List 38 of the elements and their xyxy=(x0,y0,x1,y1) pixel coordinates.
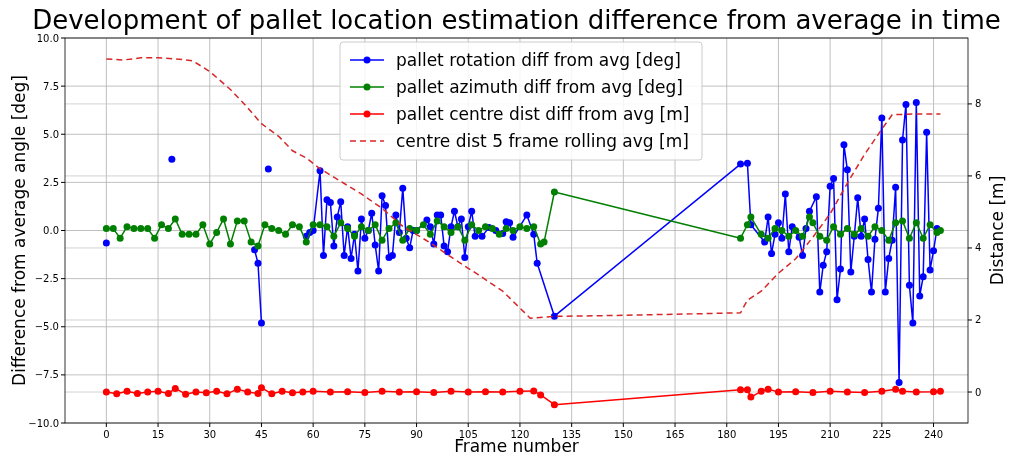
x-tick-label: 210 xyxy=(820,429,840,440)
y2-tick-label: 0 xyxy=(975,386,982,398)
x-tick-label: 15 xyxy=(151,429,165,440)
x-tick-label: 165 xyxy=(665,429,685,440)
x-tick-label: 195 xyxy=(768,429,788,440)
x-tick-label: 135 xyxy=(562,429,582,440)
y-tick-label: 0.0 xyxy=(43,225,59,236)
y-tick-label: 2.5 xyxy=(43,176,59,188)
y-tick-label: −7.5 xyxy=(34,369,59,381)
x-tick-label: 225 xyxy=(872,429,892,440)
x-tick-label: 45 xyxy=(255,429,268,440)
x-tick-label: 75 xyxy=(358,429,372,440)
y-tick-label: −5.0 xyxy=(34,321,59,333)
x-tick-label: 30 xyxy=(203,429,217,440)
x-tick-label: 240 xyxy=(923,429,944,440)
y-axis-title: Difference from average angle [deg] xyxy=(9,75,29,386)
y-tick-label: 10.0 xyxy=(36,32,59,44)
y-tick-label: −2.5 xyxy=(34,273,59,285)
y2-tick-label: 8 xyxy=(975,98,982,110)
y-tick-label: 7.5 xyxy=(43,80,59,92)
x-tick-label: 105 xyxy=(458,429,478,440)
y2-tick-label: 6 xyxy=(975,170,982,182)
x-tick-label: 150 xyxy=(613,429,633,440)
y2-tick-label: 2 xyxy=(975,314,982,326)
x-tick-label: 180 xyxy=(717,429,737,440)
chart-title: Development of pallet location estimation difference from average in time xyxy=(32,5,1001,35)
x-tick-label: 60 xyxy=(306,429,320,440)
y-tick-label: −10.0 xyxy=(28,417,59,429)
y-tick-label: 5.0 xyxy=(43,128,59,140)
legend-label: pallet azimuth diff from avg [deg] xyxy=(396,77,683,97)
x-tick-label: 90 xyxy=(410,429,423,440)
x-tick-label: 120 xyxy=(510,429,530,440)
y2-axis-title: Distance [m] xyxy=(987,175,1007,286)
legend-label: centre dist 5 frame rolling avg [m] xyxy=(396,131,689,151)
legend-label: pallet centre dist diff from avg [m] xyxy=(396,104,690,124)
y2-tick-label: 4 xyxy=(975,242,982,254)
x-tick-label: 0 xyxy=(103,429,110,440)
legend-label: pallet rotation diff from avg [deg] xyxy=(396,50,681,70)
